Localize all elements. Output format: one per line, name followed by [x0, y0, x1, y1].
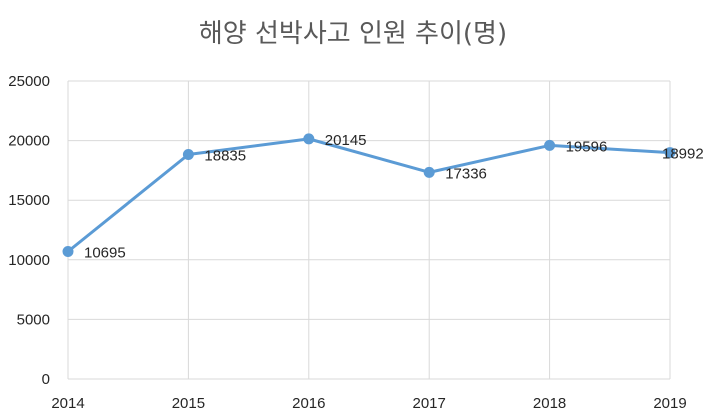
y-tick-label: 25000: [8, 73, 50, 90]
data-label: 10695: [84, 245, 126, 262]
gridlines: [67, 80, 671, 380]
data-point-marker: [423, 166, 435, 178]
y-tick-label: 20000: [8, 133, 50, 150]
y-tick-label: 15000: [8, 192, 50, 209]
x-tick-label: 2019: [653, 395, 686, 412]
data-series: [62, 133, 676, 258]
series-line: [66, 137, 672, 254]
chart-title: 해양 선박사고 인원 추이(명): [199, 19, 507, 49]
y-tick-label: 10000: [8, 252, 50, 269]
data-point-marker: [182, 148, 194, 160]
data-point-marker: [544, 139, 556, 151]
y-tick-label: 0: [42, 371, 50, 388]
x-axis-tick-labels: 2014 2015 2016 2017 2018 2019: [51, 395, 686, 412]
data-label: 18835: [204, 147, 246, 164]
x-tick-label: 2018: [533, 395, 566, 412]
x-tick-label: 2017: [413, 395, 446, 412]
x-tick-label: 2015: [172, 395, 205, 412]
y-tick-label: 5000: [17, 311, 50, 328]
data-label: 19596: [566, 138, 608, 155]
y-axis-tick-labels: 0 5000 10000 15000 20000 25000: [8, 73, 50, 388]
x-tick-label: 2016: [292, 395, 325, 412]
data-point-marker: [62, 246, 74, 258]
data-point-marker: [303, 133, 315, 145]
data-label: 20145: [325, 132, 367, 149]
x-tick-label: 2014: [51, 395, 84, 412]
data-label: 17336: [445, 165, 487, 182]
data-label: 18992: [662, 146, 704, 163]
data-point-marker: [664, 147, 676, 159]
data-labels: 10695 18835 20145 17336 19596 18992: [84, 132, 704, 262]
